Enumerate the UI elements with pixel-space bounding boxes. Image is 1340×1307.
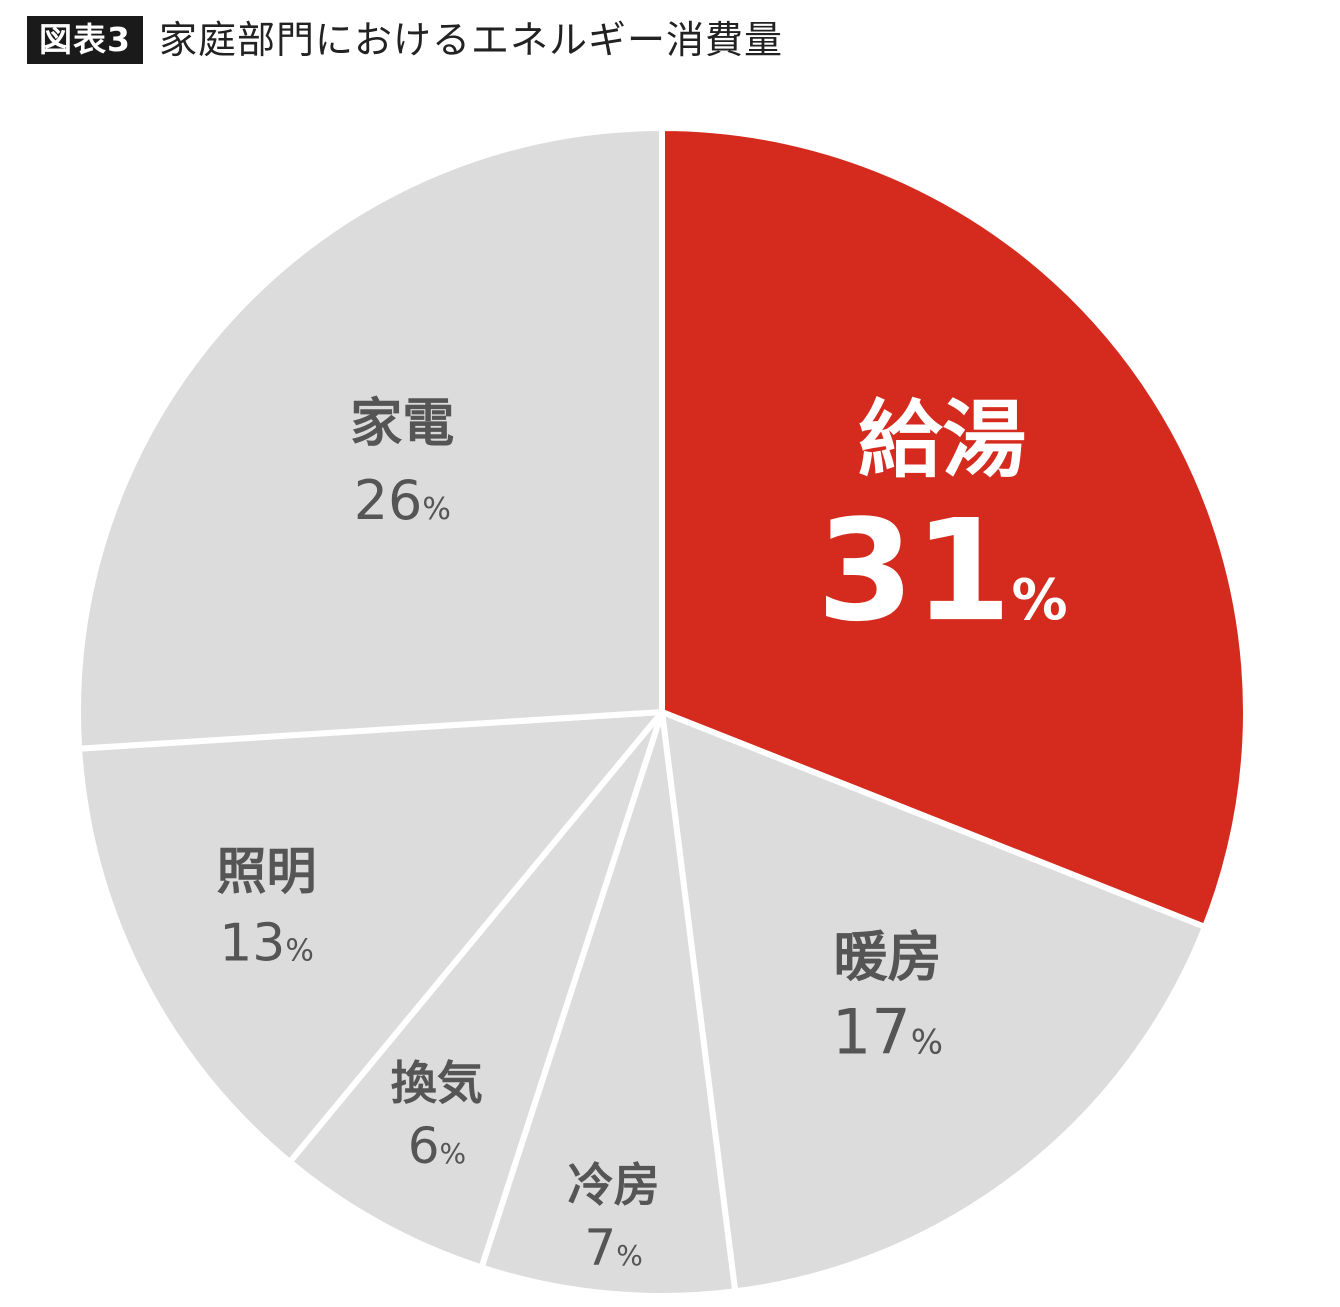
slice-label-group-2: 暖房 17%: [832, 925, 943, 1068]
slice-label-value: 31%: [817, 490, 1068, 653]
slice-label-group-6: 家電 26%: [350, 394, 454, 532]
figure-number-badge: 図表3: [27, 16, 143, 64]
slice-label-group-4: 換気 6%: [391, 1056, 483, 1175]
pie-slice-6: [75, 125, 665, 752]
pie-slices: [75, 125, 1249, 1299]
chart-header: 図表3 家庭部門におけるエネルギー消費量: [27, 14, 783, 66]
chart-title: 家庭部門におけるエネルギー消費量: [158, 18, 783, 62]
slice-label-group-3: 冷房 7%: [568, 1158, 660, 1277]
pie-slice-5: [76, 709, 665, 1165]
slice-label-name: 給湯: [858, 391, 1026, 489]
pie-slice-3: [478, 709, 739, 1299]
slice-label-name: 家電: [350, 394, 454, 454]
slice-label-value: 6%: [408, 1117, 466, 1175]
slice-label-name: 換気: [391, 1056, 483, 1110]
slice-label-name: 照明: [217, 842, 317, 900]
slice-label-name: 暖房: [834, 925, 942, 988]
slice-label-value: 7%: [584, 1219, 642, 1277]
slice-label-name: 冷房: [568, 1158, 660, 1212]
slice-label-value: 17%: [832, 995, 943, 1068]
slice-label-value: 26%: [354, 469, 451, 532]
slice-label-value: 13%: [219, 913, 314, 973]
pie-slice-2: [659, 709, 1208, 1295]
slice-label-group-5: 照明 13%: [217, 842, 317, 973]
pie-slice-1: [659, 125, 1249, 930]
pie-slice-4: [286, 709, 665, 1271]
